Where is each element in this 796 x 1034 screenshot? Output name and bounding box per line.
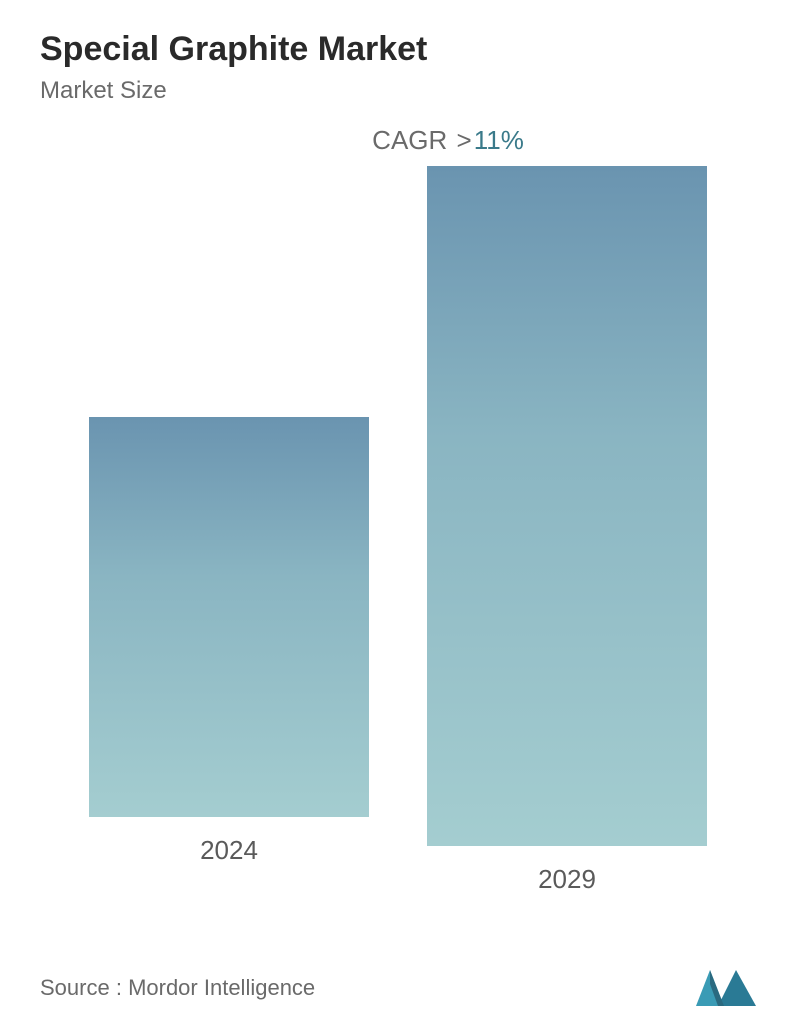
chart-container: Special Graphite Market Market Size CAGR… <box>0 0 796 1034</box>
bar-wrapper <box>89 166 369 817</box>
bar <box>89 417 369 817</box>
source-label: Source : <box>40 975 122 1000</box>
chart-area: 2024 2029 <box>40 166 756 866</box>
bars-container: 2024 2029 <box>40 166 756 866</box>
mordor-logo-icon <box>696 970 756 1006</box>
bar-group: 2024 <box>89 166 369 866</box>
bar <box>427 166 707 846</box>
chart-subtitle: Market Size <box>40 77 756 105</box>
chart-footer: Source : Mordor Intelligence <box>40 970 756 1006</box>
source-text: Source : Mordor Intelligence <box>40 975 315 1001</box>
bar-wrapper <box>427 166 707 846</box>
chart-title: Special Graphite Market <box>40 30 756 69</box>
cagr-value: 11% <box>474 125 524 155</box>
cagr-line: CAGR >11% <box>140 125 756 156</box>
bar-label: 2029 <box>538 864 596 895</box>
bar-label: 2024 <box>200 835 258 866</box>
cagr-operator: > <box>457 125 472 155</box>
bar-group: 2029 <box>427 166 707 866</box>
cagr-label: CAGR <box>372 125 447 155</box>
source-value: Mordor Intelligence <box>128 975 315 1000</box>
